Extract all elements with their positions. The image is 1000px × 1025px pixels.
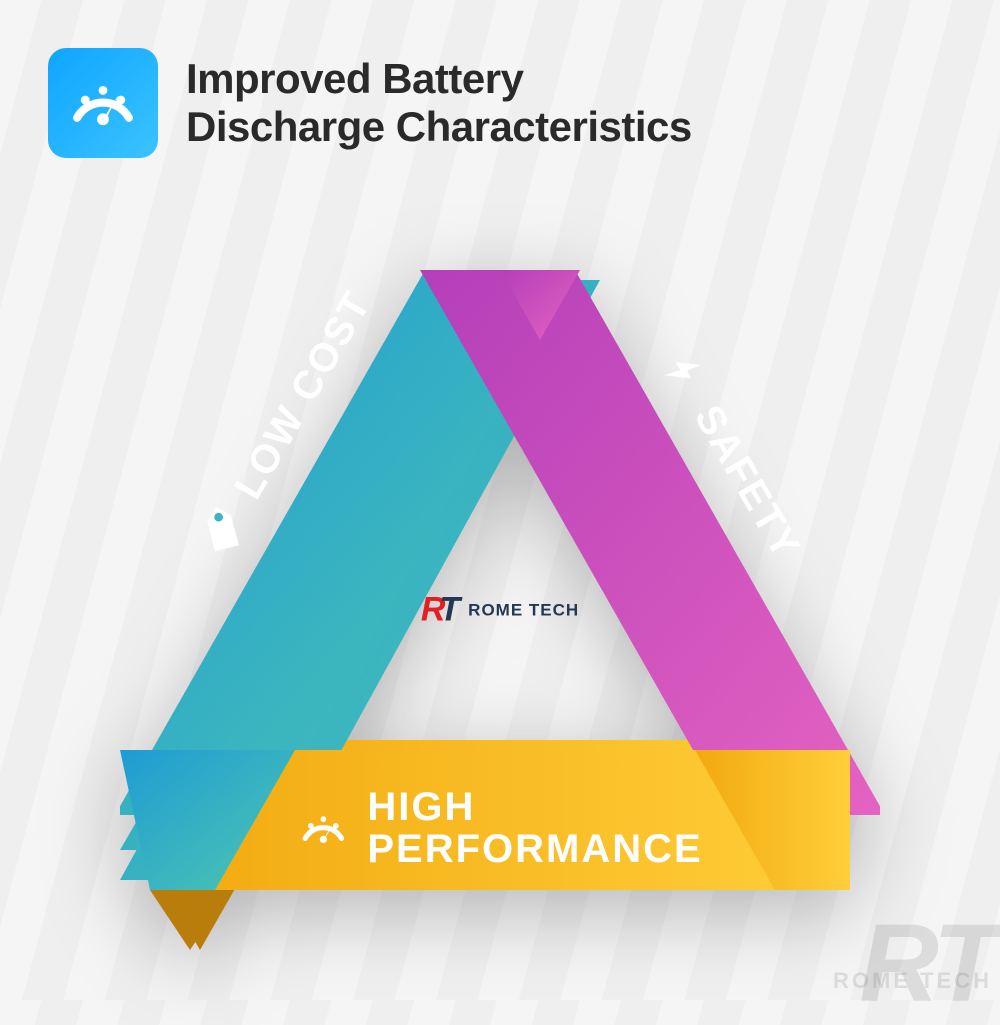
watermark-rt: RT xyxy=(859,920,996,1008)
logo-r: RT xyxy=(421,591,460,630)
title-line-2: Discharge Characteristics xyxy=(186,103,692,150)
header: Improved Battery Discharge Characteristi… xyxy=(0,0,1000,158)
title-line-1: Improved Battery xyxy=(186,55,523,102)
high-performance-label: HIGH PERFORMANCE xyxy=(367,786,702,870)
watermark-text: ROME TECH xyxy=(833,968,992,994)
page-title: Improved Battery Discharge Characteristi… xyxy=(186,55,692,152)
logo-text: ROME TECH xyxy=(468,600,579,620)
center-logo: RT ROME TECH xyxy=(421,591,579,630)
speedometer-small-icon xyxy=(297,802,349,854)
triangle-infographic: LOW COST SAFETY HIGH PERFORMANCE RT ROME… xyxy=(120,260,880,960)
speedometer-icon xyxy=(48,48,158,158)
ribbon-high-performance: HIGH PERFORMANCE xyxy=(297,786,702,870)
